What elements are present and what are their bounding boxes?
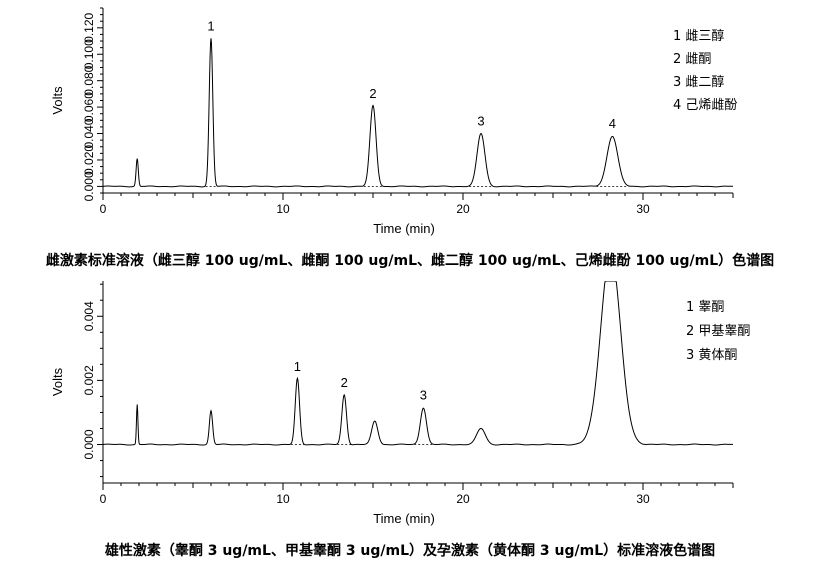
- peak-label: 2: [369, 86, 376, 101]
- x-tick-label: 10: [276, 202, 290, 216]
- x-tick-label: 10: [276, 492, 290, 506]
- y-tick-label: 0.020: [82, 145, 96, 175]
- y-axis-title: Volts: [50, 367, 65, 396]
- y-tick-label: 0.000: [82, 429, 96, 459]
- peak-label: 2: [341, 375, 348, 390]
- legend-entry: 1 雌三醇: [673, 28, 724, 44]
- chromatogram-trace: [103, 281, 733, 446]
- peak-label: 3: [477, 114, 484, 129]
- caption-androgen-progestogen: 雄性激素（睾酮 3 ug/mL、甲基睾酮 3 ug/mL）及孕激素（黄体酮 3 …: [104, 543, 716, 559]
- peak-label: 1: [207, 18, 214, 33]
- y-axis-title: Volts: [50, 86, 65, 115]
- legend-entry: 1 睾酮: [686, 299, 724, 315]
- legend-entry: 2 甲基睾酮: [686, 323, 750, 339]
- x-tick-label: 30: [636, 492, 650, 506]
- x-tick-label: 0: [100, 492, 107, 506]
- y-tick-label: 0.002: [82, 365, 96, 395]
- peak-label: 4: [609, 116, 616, 131]
- caption-estrogen: 雌激素标准溶液（雌三醇 100 ug/mL、雌酮 100 ug/mL、雌二醇 1…: [45, 253, 775, 269]
- legend-entry: 4 己烯雌酚: [673, 97, 737, 113]
- legend-entry: 3 雌二醇: [673, 74, 724, 90]
- chart-estrogen: 0 10 20 30 0.0000.0200.0400.0600.0800.1000.1…: [50, 7, 737, 236]
- y-tick-label: 0.004: [82, 301, 96, 331]
- x-tick-label: 20: [456, 492, 470, 506]
- x-tick-label: 20: [456, 202, 470, 216]
- peak-label: 3: [420, 388, 427, 403]
- chromatogram-trace: [103, 38, 733, 188]
- x-axis-title: Time (min): [373, 221, 435, 236]
- y-tick-label: 0.100: [82, 39, 96, 69]
- y-tick-label: 0.040: [82, 118, 96, 148]
- x-tick-label: 30: [636, 202, 650, 216]
- x-axis-title: Time (min): [373, 511, 435, 526]
- y-tick-label: 0.000: [82, 171, 96, 201]
- chart-androgen-progestogen: 0 10 20 30 0.000 0.002 0.004 Time (min) Volts 1 2 3…: [50, 281, 750, 526]
- peak-label: 1: [294, 359, 301, 374]
- legend-entry: 3 黄体酮: [686, 348, 737, 363]
- y-tick-label: 0.060: [82, 92, 96, 122]
- x-tick-label: 0: [100, 202, 107, 216]
- y-tick-label: 0.080: [82, 65, 96, 95]
- legend-entry: 2 雌酮: [673, 51, 711, 67]
- y-tick-label: 0.120: [82, 12, 96, 42]
